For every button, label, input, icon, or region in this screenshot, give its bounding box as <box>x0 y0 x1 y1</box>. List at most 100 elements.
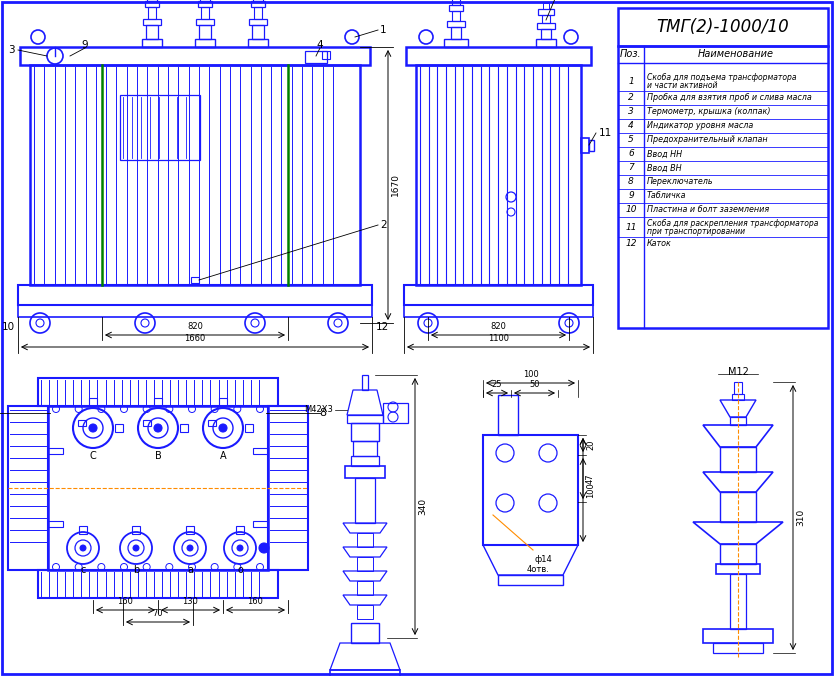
Text: Скоба для подъема трансформатора: Скоба для подъема трансформатора <box>647 73 796 82</box>
Bar <box>208 420 216 426</box>
Bar <box>330 670 400 676</box>
Text: 20: 20 <box>586 440 595 450</box>
Circle shape <box>219 424 227 432</box>
Bar <box>18 285 372 305</box>
Bar <box>618 8 828 46</box>
Bar <box>351 423 379 441</box>
Bar <box>201 7 209 19</box>
Bar <box>154 398 162 406</box>
Bar <box>451 27 461 39</box>
Bar <box>730 574 746 629</box>
Bar <box>322 51 330 59</box>
Bar <box>186 526 194 534</box>
Bar <box>78 420 86 426</box>
Bar <box>145 1 159 7</box>
Text: 9: 9 <box>628 191 634 201</box>
Text: 10: 10 <box>2 322 14 332</box>
Text: и части активной: и части активной <box>647 81 717 90</box>
Text: 1660: 1660 <box>184 334 206 343</box>
Bar <box>404 285 593 305</box>
Bar <box>734 382 742 394</box>
Text: 4: 4 <box>317 40 324 50</box>
Bar <box>251 1 265 7</box>
Text: Каток: Каток <box>647 239 672 249</box>
Text: 1: 1 <box>380 25 387 35</box>
Bar <box>404 305 593 317</box>
Text: 160: 160 <box>248 597 264 606</box>
Text: Переключатель: Переключатель <box>647 178 714 187</box>
Bar <box>618 46 828 328</box>
Bar <box>196 19 214 25</box>
Text: 130: 130 <box>183 597 198 606</box>
Text: 2: 2 <box>628 93 634 103</box>
Text: 6: 6 <box>628 149 634 158</box>
Bar <box>305 51 327 63</box>
Bar <box>703 629 773 643</box>
Bar <box>713 643 763 653</box>
Text: 5: 5 <box>628 135 634 145</box>
Bar <box>452 0 460 5</box>
Bar <box>498 395 518 435</box>
Bar <box>406 47 591 65</box>
Text: Поз.: Поз. <box>620 49 642 59</box>
Text: 3: 3 <box>8 45 15 55</box>
Text: 9: 9 <box>82 40 88 50</box>
Bar <box>252 25 264 39</box>
Bar <box>30 65 360 285</box>
Bar <box>143 19 161 25</box>
Text: 12: 12 <box>375 322 389 332</box>
Bar <box>730 417 746 425</box>
Bar <box>48 406 268 570</box>
Bar <box>538 9 554 15</box>
Text: Ввод ВН: Ввод ВН <box>647 164 681 172</box>
Text: 1100: 1100 <box>488 334 509 343</box>
Text: C: C <box>89 451 97 461</box>
Text: 12: 12 <box>626 239 636 249</box>
Bar <box>115 424 123 432</box>
Text: 8: 8 <box>628 178 634 187</box>
Bar <box>355 478 375 523</box>
Text: 4: 4 <box>628 122 634 130</box>
Bar <box>268 406 308 570</box>
Text: 50: 50 <box>530 380 540 389</box>
Text: Наименование: Наименование <box>698 49 774 59</box>
Text: B: B <box>154 451 161 461</box>
Text: Ввод НН: Ввод НН <box>647 149 682 158</box>
Bar <box>38 378 278 406</box>
Circle shape <box>89 424 97 432</box>
Bar <box>353 441 377 456</box>
Bar <box>48 448 63 454</box>
Bar <box>142 39 162 47</box>
Bar <box>542 15 550 23</box>
Text: M12: M12 <box>727 367 748 377</box>
Circle shape <box>187 545 193 551</box>
Bar <box>195 39 215 47</box>
Text: 70: 70 <box>153 609 163 618</box>
Text: a: a <box>187 565 193 575</box>
Bar <box>191 277 199 283</box>
Text: 2: 2 <box>380 220 387 230</box>
Bar <box>581 138 589 153</box>
Circle shape <box>133 545 139 551</box>
Bar <box>720 447 756 472</box>
Bar <box>716 564 760 574</box>
Text: 3: 3 <box>628 107 634 116</box>
Bar <box>200 0 210 1</box>
Text: при транспортировании: при транспортировании <box>647 227 745 236</box>
Text: 11: 11 <box>599 128 612 138</box>
Text: c: c <box>80 565 86 575</box>
Text: Индикатор уровня масла: Индикатор уровня масла <box>647 122 753 130</box>
Bar <box>447 21 465 27</box>
Bar <box>254 7 262 19</box>
Text: 100: 100 <box>586 482 595 498</box>
Text: 820: 820 <box>187 322 203 331</box>
Bar <box>543 3 549 9</box>
Bar <box>18 305 372 317</box>
Bar <box>351 456 379 466</box>
Text: 1670: 1670 <box>391 174 400 197</box>
Text: b: b <box>133 565 139 575</box>
Text: 10: 10 <box>626 206 636 214</box>
Bar <box>720 544 756 564</box>
Bar <box>449 5 463 11</box>
Text: Предохранительный клапан: Предохранительный клапан <box>647 135 767 145</box>
